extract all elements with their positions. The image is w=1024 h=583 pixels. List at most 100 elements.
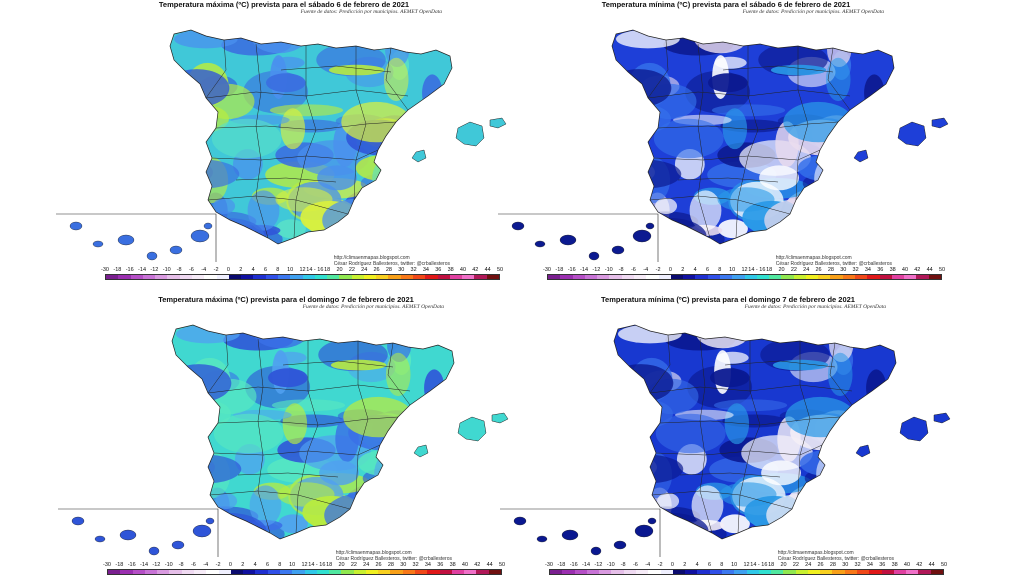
- scale-tick-label: 34: [864, 267, 871, 273]
- province-border: [722, 65, 834, 73]
- temperature-patch: [272, 56, 305, 69]
- scale-tick-label: -6: [632, 562, 638, 568]
- map-panel-max-sunday: Temperatura máxima (ºC) prevista para el…: [58, 295, 514, 583]
- scale-swatch: [290, 275, 303, 279]
- scale-swatch: [241, 275, 254, 279]
- canary-island: [203, 222, 213, 230]
- scale-tick-label: 44: [484, 267, 491, 273]
- scale-swatch: [906, 570, 919, 574]
- island: [899, 416, 929, 442]
- scale-tick-label: -14: [580, 267, 589, 273]
- credit-url: http://climaenmapas.blogspot.com: [775, 255, 852, 261]
- scale-swatch: [425, 275, 438, 279]
- temperature-patch: [614, 453, 657, 481]
- province-border: [699, 338, 713, 534]
- scale-tick-label: 2: [241, 562, 245, 568]
- coastline: [613, 324, 897, 540]
- scale-tick-label: -6: [630, 267, 636, 273]
- scale-swatch: [562, 570, 575, 574]
- scale-swatch: [646, 275, 659, 279]
- island: [855, 444, 871, 458]
- scale-swatch: [744, 275, 757, 279]
- data-source: Fuente de datos: Predicción por municipi…: [302, 304, 444, 310]
- province-border: [353, 46, 367, 201]
- scale-swatch: [918, 570, 931, 574]
- temperature-patch: [655, 198, 678, 215]
- scale-swatch: [402, 570, 416, 574]
- scale-tick-label: 28: [827, 267, 834, 273]
- province-border: [697, 43, 711, 239]
- scale-tick-label: 22: [348, 267, 355, 273]
- scale-swatch: [548, 275, 561, 279]
- scale-swatch: [844, 570, 858, 574]
- temperature-patch: [385, 352, 411, 397]
- temperature-patch: [780, 513, 801, 539]
- scale-swatch: [327, 275, 340, 279]
- temperature-patch: [695, 325, 751, 349]
- temperature-patch: [797, 154, 853, 182]
- scale-swatch: [474, 275, 487, 279]
- scale-swatch: [586, 570, 600, 574]
- scale-swatch: [695, 275, 708, 279]
- scale-swatch: [783, 570, 796, 574]
- province-border: [735, 46, 759, 239]
- scale-tick-label: -16: [125, 267, 134, 273]
- temperature-patch: [343, 396, 414, 438]
- scale-tick-label: -4: [645, 562, 651, 568]
- scale-tick-label: 36: [437, 562, 444, 568]
- temperature-patch: [612, 158, 655, 186]
- canary-inset-frame: [500, 508, 661, 557]
- scale-tick-label: -6: [188, 267, 194, 273]
- scale-swatch: [169, 570, 182, 574]
- scale-swatch: [462, 275, 475, 279]
- scale-tick-label: 26: [373, 267, 380, 273]
- scale-tick-label: -2: [215, 562, 221, 568]
- temperature-patch: [336, 218, 357, 244]
- temperature-patch: [172, 453, 215, 481]
- province-border: [295, 341, 319, 534]
- scale-tick-label: 38: [889, 267, 896, 273]
- color-scale-bar: [549, 569, 944, 575]
- scale-tick-label: 50: [940, 562, 948, 568]
- scale-tick-label: 0: [228, 562, 232, 568]
- temperature-patch: [714, 56, 747, 69]
- scale-tick-label: 4: [695, 562, 699, 568]
- province-border: [385, 47, 409, 111]
- temperature-patch: [363, 490, 385, 514]
- temperature-patch: [401, 402, 454, 434]
- scale-swatch: [660, 570, 673, 574]
- scale-tick-label: 24: [803, 267, 810, 273]
- scale-tick-label: 42: [916, 562, 923, 568]
- scale-swatch: [672, 570, 686, 574]
- scale-swatch: [893, 570, 907, 574]
- province-border: [235, 177, 337, 183]
- scale-swatch: [464, 570, 477, 574]
- scale-tick-label: 20: [336, 267, 343, 273]
- temperature-patch: [805, 490, 827, 514]
- scale-tick-label: -16: [569, 562, 578, 568]
- scale-swatch: [719, 275, 733, 279]
- island: [413, 444, 429, 458]
- coastline: [171, 324, 455, 540]
- temperature-patch: [172, 364, 232, 403]
- temperature-patch: [324, 493, 397, 538]
- temperature-patch: [375, 207, 410, 244]
- temperature-patch: [627, 144, 652, 173]
- scale-tick-label: 2: [239, 267, 243, 273]
- canary-inset-frame: [498, 213, 659, 262]
- temperature-patch: [827, 458, 882, 475]
- temperature-patch: [170, 69, 230, 108]
- scale-tick-label: -12: [152, 562, 161, 568]
- scale-tick-label: 32: [854, 562, 861, 568]
- scale-swatch: [316, 570, 330, 574]
- scale-tick-label: 14 - 16: [748, 267, 766, 273]
- temperature-patch: [274, 351, 307, 364]
- province-border: [649, 334, 671, 394]
- scale-tick-label: -10: [604, 267, 613, 273]
- color-scale-bar: [547, 274, 942, 280]
- scale-swatch: [891, 275, 905, 279]
- scale-swatch: [181, 570, 194, 574]
- scale-swatch: [734, 570, 747, 574]
- scale-swatch: [365, 570, 379, 574]
- scale-swatch: [769, 275, 782, 279]
